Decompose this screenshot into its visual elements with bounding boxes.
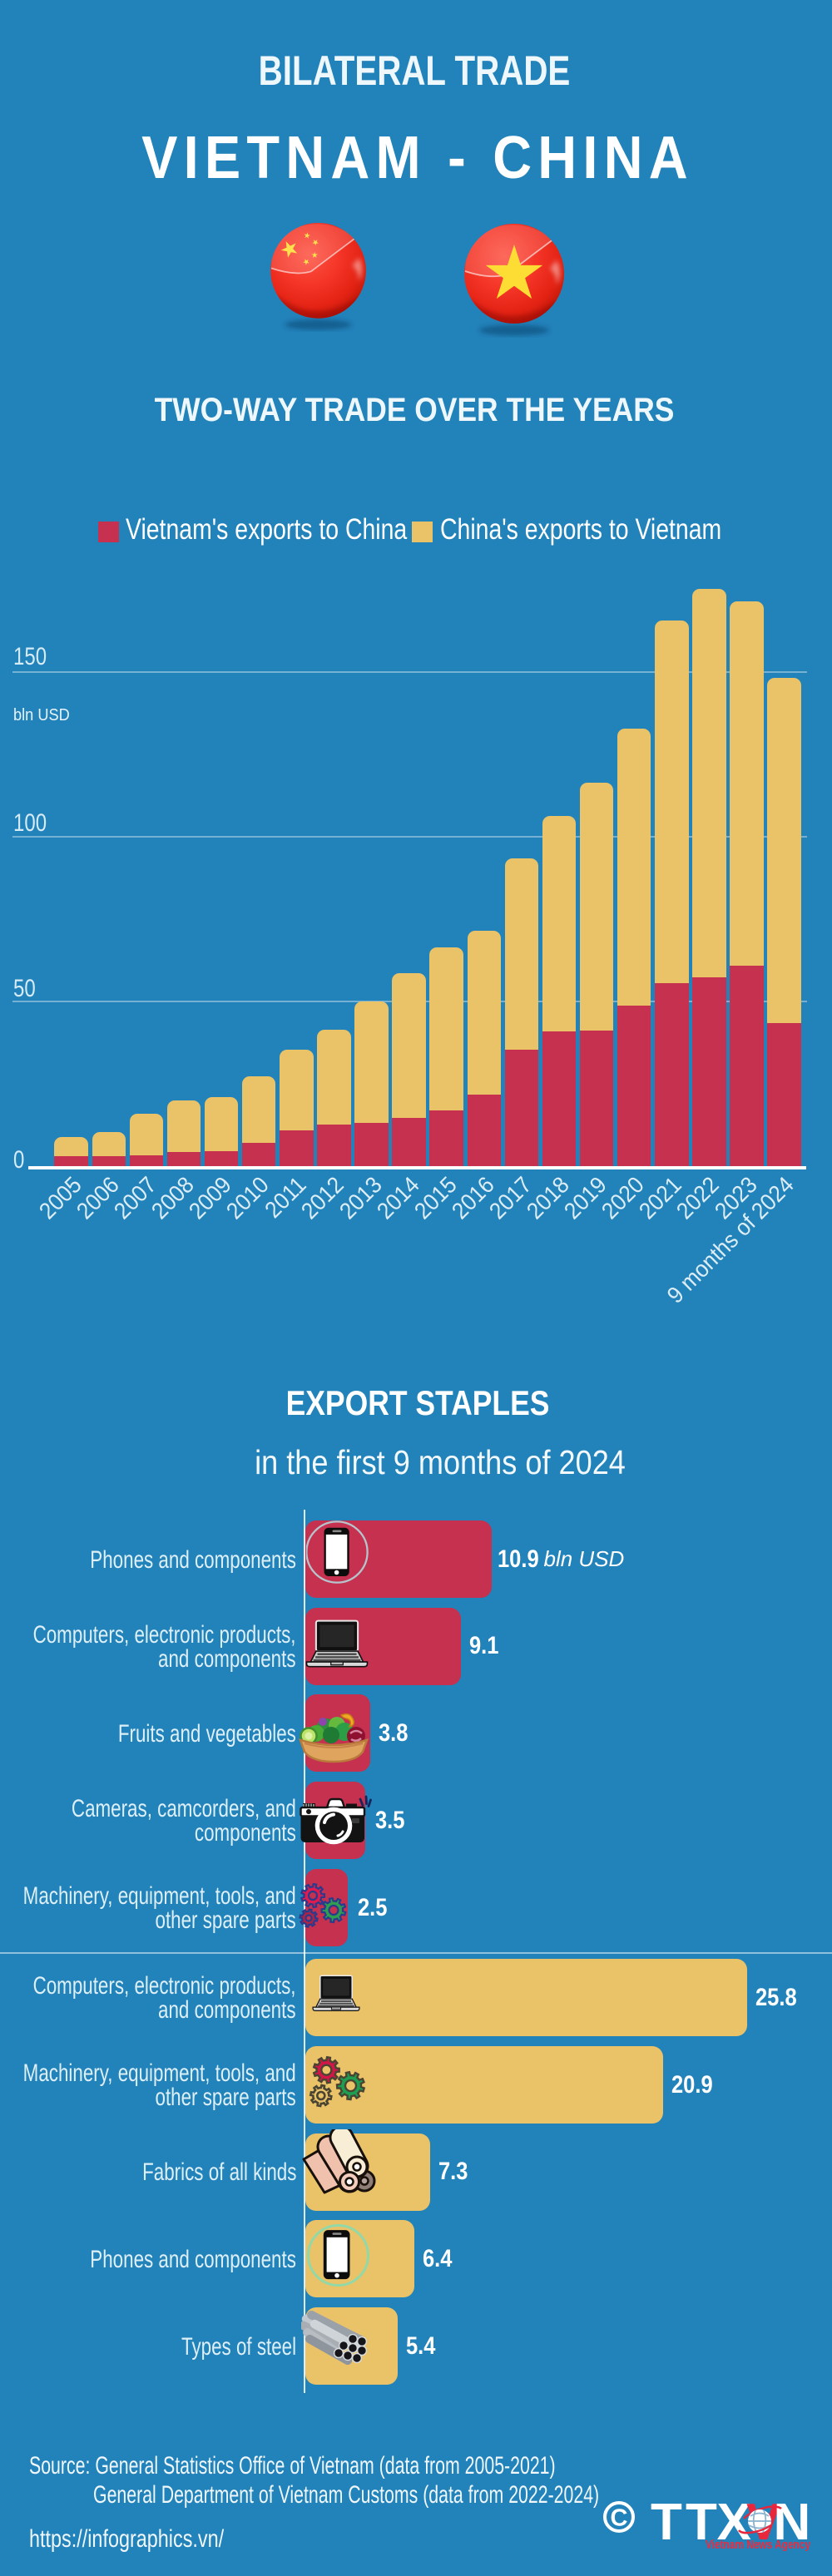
svg-text:T: T: [686, 2494, 717, 2551]
svg-text:X: X: [717, 2494, 751, 2551]
svg-text:N: N: [774, 2494, 811, 2551]
svg-text:C: C: [611, 2505, 628, 2532]
svg-text:T: T: [651, 2494, 682, 2551]
svg-text:Vietnam News Agency: Vietnam News Agency: [706, 2539, 810, 2552]
